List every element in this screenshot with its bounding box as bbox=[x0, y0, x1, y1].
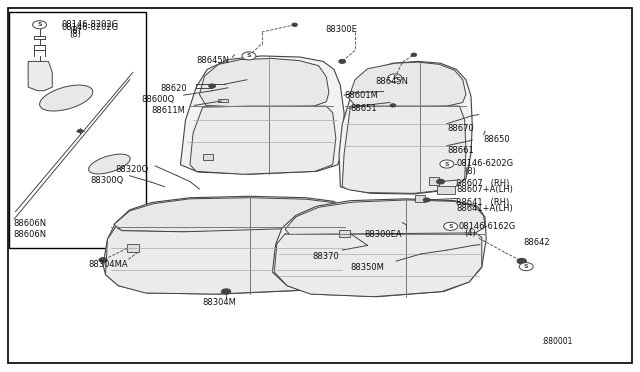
Text: 08146-8202G: 08146-8202G bbox=[61, 20, 118, 29]
Text: (8): (8) bbox=[69, 30, 81, 39]
Polygon shape bbox=[275, 233, 482, 296]
Circle shape bbox=[436, 179, 444, 184]
Polygon shape bbox=[349, 62, 466, 107]
Text: 88606N: 88606N bbox=[13, 219, 46, 228]
Polygon shape bbox=[437, 186, 454, 194]
Polygon shape bbox=[285, 200, 485, 237]
Polygon shape bbox=[342, 106, 466, 193]
Text: :880001: :880001 bbox=[541, 337, 572, 346]
Circle shape bbox=[519, 263, 533, 271]
Text: S: S bbox=[449, 224, 453, 229]
Text: 88641   (RH): 88641 (RH) bbox=[456, 198, 509, 207]
Circle shape bbox=[99, 258, 107, 262]
Circle shape bbox=[440, 160, 454, 168]
Polygon shape bbox=[103, 196, 351, 294]
Polygon shape bbox=[273, 199, 486, 296]
Circle shape bbox=[444, 222, 458, 230]
Text: 88670: 88670 bbox=[447, 125, 474, 134]
Text: 88601M: 88601M bbox=[344, 92, 378, 100]
Circle shape bbox=[242, 52, 256, 60]
Polygon shape bbox=[415, 195, 425, 202]
Polygon shape bbox=[204, 154, 213, 160]
Polygon shape bbox=[106, 227, 347, 294]
Text: 88607+A(LH): 88607+A(LH) bbox=[456, 185, 513, 194]
Circle shape bbox=[77, 129, 83, 132]
Text: 88300E: 88300E bbox=[325, 26, 357, 35]
Polygon shape bbox=[429, 177, 439, 185]
Text: (8): (8) bbox=[465, 167, 477, 176]
Polygon shape bbox=[200, 58, 329, 107]
Text: 88645N: 88645N bbox=[376, 77, 409, 86]
Text: 88320Q: 88320Q bbox=[116, 165, 149, 174]
Circle shape bbox=[412, 53, 417, 56]
Text: (8): (8) bbox=[69, 26, 81, 35]
Polygon shape bbox=[114, 198, 347, 232]
Circle shape bbox=[209, 84, 215, 88]
Text: (4): (4) bbox=[465, 229, 476, 238]
Circle shape bbox=[390, 104, 396, 107]
Text: 88304MA: 88304MA bbox=[88, 260, 128, 269]
Circle shape bbox=[424, 198, 429, 202]
Polygon shape bbox=[190, 106, 336, 174]
Text: 88350M: 88350M bbox=[351, 263, 385, 272]
Text: 88300Q: 88300Q bbox=[90, 176, 124, 185]
Text: S: S bbox=[445, 161, 449, 167]
Text: 88645N: 88645N bbox=[196, 56, 229, 65]
Text: S: S bbox=[524, 264, 529, 269]
Text: 08146-6162G: 08146-6162G bbox=[458, 222, 516, 231]
Polygon shape bbox=[127, 244, 139, 252]
Text: 88606N: 88606N bbox=[13, 230, 46, 239]
Polygon shape bbox=[180, 56, 344, 174]
Text: 88611M: 88611M bbox=[152, 106, 186, 115]
Circle shape bbox=[221, 289, 230, 294]
Text: 88300EA: 88300EA bbox=[364, 230, 402, 239]
Bar bbox=[9, 12, 145, 248]
Text: 08146-8202G: 08146-8202G bbox=[62, 23, 119, 32]
Ellipse shape bbox=[88, 154, 130, 174]
Text: 88642: 88642 bbox=[523, 238, 550, 247]
Text: 88607   (RH): 88607 (RH) bbox=[456, 179, 510, 187]
Circle shape bbox=[339, 60, 346, 63]
Text: 88661: 88661 bbox=[447, 147, 474, 155]
Text: 88370: 88370 bbox=[312, 252, 339, 261]
Polygon shape bbox=[339, 230, 351, 237]
Circle shape bbox=[517, 259, 526, 264]
Circle shape bbox=[292, 23, 297, 26]
Text: 88641+A(LH): 88641+A(LH) bbox=[456, 204, 513, 213]
Polygon shape bbox=[218, 99, 228, 102]
Text: S: S bbox=[246, 54, 252, 58]
Polygon shape bbox=[339, 61, 472, 194]
Text: 88620: 88620 bbox=[160, 84, 187, 93]
Text: 88650: 88650 bbox=[484, 135, 510, 144]
Text: 88304M: 88304M bbox=[203, 298, 237, 307]
Text: 88600Q: 88600Q bbox=[141, 95, 174, 104]
Ellipse shape bbox=[40, 85, 93, 111]
Circle shape bbox=[388, 74, 402, 82]
Text: S: S bbox=[392, 76, 397, 80]
Circle shape bbox=[33, 21, 47, 29]
Polygon shape bbox=[28, 61, 52, 91]
Text: 08146-6202G: 08146-6202G bbox=[456, 159, 513, 168]
Text: 88651: 88651 bbox=[351, 103, 377, 113]
Text: S: S bbox=[37, 22, 42, 27]
